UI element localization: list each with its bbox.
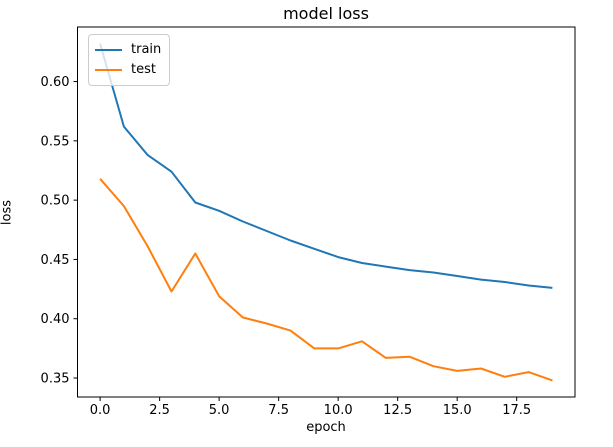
test-line-swatch [95,69,122,71]
axes-spines [77,26,576,398]
train-line-swatch [95,49,122,51]
y-axis-label: loss [0,199,15,226]
x-tick-label: 5.0 [209,403,230,418]
y-tick-label: 0.55 [41,134,70,149]
x-tick-label: 10.0 [324,403,353,418]
tick-layer: 0.0 2.5 5.0 7.5 10.0 12.5 15.0 17.5 0.35 0.40 0.45… [41,75,532,418]
test-line-series [99,178,553,382]
y-tick-label: 0.50 [41,194,70,209]
y-tick-label: 0.45 [41,253,70,268]
x-tick-label: 0.0 [90,403,111,418]
x-tick-label: 12.5 [383,403,412,418]
x-tick-label: 15.0 [443,403,472,418]
chart-title: model loss [283,4,369,23]
train-line-series [99,43,553,289]
legend: train test [88,34,170,86]
y-tick-label: 0.35 [41,372,70,387]
x-tick-label: 7.5 [268,403,289,418]
legend-item-test: test [95,60,161,80]
legend-label-test: test [131,62,156,77]
series-layer [99,43,553,382]
x-axis-label: epoch [306,420,346,435]
axes-frame [77,26,576,398]
x-tick-label: 2.5 [149,403,170,418]
y-tick-label: 0.60 [41,75,70,90]
x-tick-label: 17.5 [502,403,531,418]
legend-label-train: train [131,42,162,57]
y-tick-label: 0.40 [41,312,70,327]
legend-item-train: train [95,40,161,60]
